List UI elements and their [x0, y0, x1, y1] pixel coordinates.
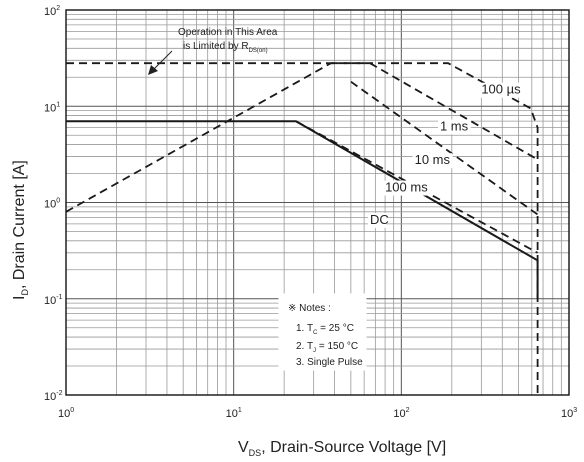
series-label: DC: [370, 212, 389, 227]
notes-box-frame: [278, 293, 367, 371]
series-label: 10 ms: [415, 152, 451, 167]
series-label-bg: [412, 153, 453, 169]
series-label: 100 µs: [481, 82, 521, 97]
series-label-bg: [367, 212, 387, 228]
svg-text:is Limited by RDS(on): is Limited by RDS(on): [183, 41, 268, 54]
annotation-arrow-shaft: [153, 50, 173, 70]
series-label-bg: [383, 180, 431, 196]
note-item-3: 3. Single Pulse: [296, 357, 363, 368]
y-tick-label: 101: [44, 101, 60, 114]
series-label: 100 ms: [385, 180, 428, 195]
series-line-6: [66, 120, 539, 299]
note-item-2: 2. TJ = 150 °C: [296, 341, 358, 354]
annotation-line2: is Limited by R: [183, 41, 249, 52]
notes-box: ※ Notes : 1. TC = 25 °C 2. TJ = 150 °C 3…: [278, 293, 367, 371]
y-tick-label: 10-2: [44, 390, 63, 403]
series-label-bg: [437, 119, 471, 135]
x-tick-label: 102: [393, 407, 409, 420]
series-label-bg: [479, 82, 527, 98]
note-item-1: 1. TC = 25 °C: [296, 323, 354, 336]
annotation-line2-sub: DS(on): [249, 48, 268, 54]
annotation-line1: Operation in This Area: [178, 27, 278, 38]
y-tick-label: 100: [44, 198, 60, 211]
series-line-4: [350, 80, 539, 216]
x-tick-label: 100: [58, 407, 74, 420]
rdson-annotation: Operation in This Area is Limited by RDS…: [148, 27, 278, 75]
y-axis-title: ID, Drain Current [A]: [11, 160, 30, 300]
annotation-arrowhead: [148, 65, 158, 75]
y-tick-label: 102: [44, 5, 60, 18]
y-tick-label: 10-1: [44, 294, 63, 307]
x-tick-label: 101: [226, 407, 242, 420]
series-line-1: [65, 62, 332, 213]
tick-labels: 100 101 102 103 102 101 100 10-1 10-2: [44, 5, 577, 420]
series-label: 1 ms: [440, 118, 469, 133]
x-tick-label: 103: [561, 407, 577, 420]
notes-title: ※ Notes :: [288, 303, 331, 314]
x-axis-title: VDS, Drain-Source Voltage [V]: [238, 439, 446, 458]
series-labels: 100 µs 1 ms 10 ms 100 ms DC: [367, 82, 527, 228]
plot-frame: [65, 9, 570, 396]
series-line-3: [330, 62, 539, 161]
